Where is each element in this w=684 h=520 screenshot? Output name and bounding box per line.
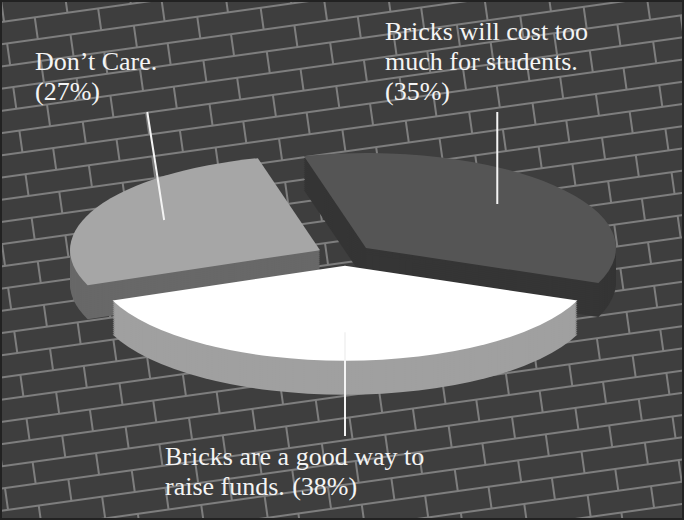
value-label: (35%) xyxy=(385,77,450,106)
slice xyxy=(70,158,320,285)
chart: Don’t Care.(27%) Bricks will cost toomuch… xyxy=(0,0,684,520)
value-label: (38%) xyxy=(292,472,357,501)
leader-line xyxy=(344,332,346,436)
leader-line xyxy=(496,112,498,204)
leader-line xyxy=(147,112,164,220)
background xyxy=(0,0,684,520)
value-label: (27%) xyxy=(35,77,100,106)
frame xyxy=(1,1,683,519)
slice xyxy=(304,153,616,283)
slice-label: Bricks are a good way toraise funds. xyxy=(165,442,424,501)
slice-label: Don’t Care. xyxy=(35,47,157,76)
labels: Don’t Care.(27%) Bricks will cost toomuch… xyxy=(35,17,588,501)
plot-area xyxy=(70,153,616,395)
slice-label: Bricks will cost toomuch for students. xyxy=(385,17,588,76)
